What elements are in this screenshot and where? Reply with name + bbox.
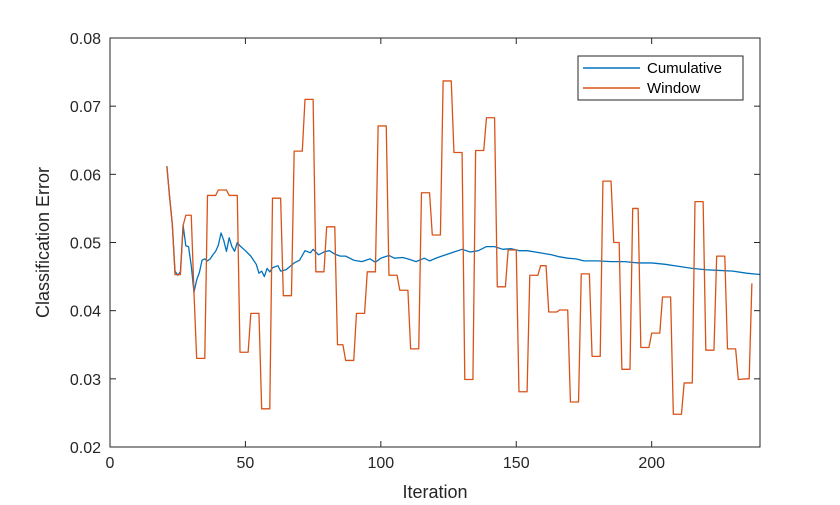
y-tick-label: 0.08 — [70, 31, 101, 48]
x-axis-label: Iteration — [402, 482, 467, 502]
x-tick-label: 50 — [237, 455, 255, 472]
legend-label-cumulative: Cumulative — [647, 60, 722, 77]
y-tick-label: 0.06 — [70, 167, 101, 184]
x-tick-label: 0 — [106, 455, 115, 472]
y-axis-label: Classification Error — [33, 167, 53, 318]
y-tick-label: 0.02 — [70, 440, 101, 457]
legend: Cumulative Window — [577, 55, 744, 101]
series-line-window — [166, 80, 753, 415]
legend-label-window: Window — [647, 80, 701, 97]
y-tick-label: 0.04 — [70, 304, 101, 321]
x-tick-label: 100 — [367, 455, 394, 472]
y-tick-label: 0.05 — [70, 236, 101, 253]
x-tick-label: 150 — [503, 455, 530, 472]
ticks-layer: 0 50 100 150 200 0.02 0.03 0.04 0.05 0.06 0.07 0.08 — [70, 31, 760, 472]
series-layer — [166, 80, 760, 415]
y-tick-label: 0.03 — [70, 372, 101, 389]
series-line-cumulative — [166, 166, 760, 293]
legend-box — [577, 55, 744, 101]
x-tick-label: 200 — [638, 455, 665, 472]
y-tick-label: 0.07 — [70, 99, 101, 116]
